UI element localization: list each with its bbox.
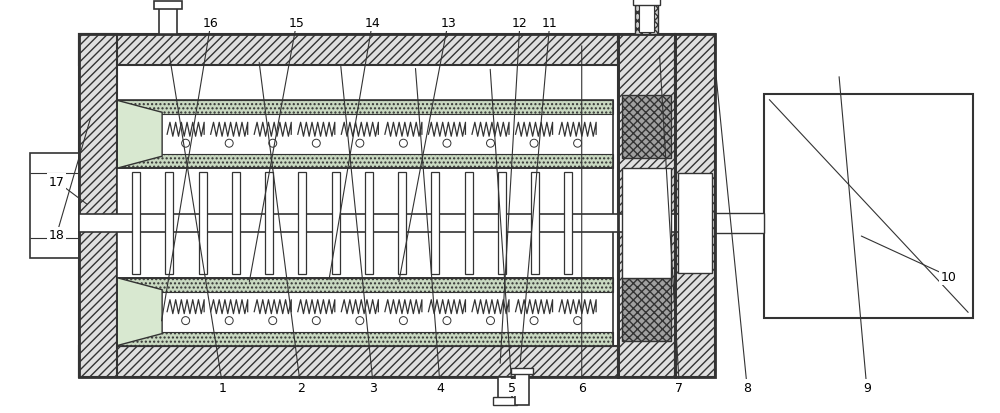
Bar [639,5,654,33]
Bar [493,397,517,405]
Bar [159,7,177,35]
Bar [618,35,675,377]
Text: 2: 2 [297,381,305,394]
Text: 17: 17 [49,176,64,188]
Text: 12: 12 [512,17,528,30]
Bar [365,173,373,274]
Bar [132,173,140,274]
Polygon shape [117,278,162,346]
Circle shape [269,140,277,148]
Circle shape [487,317,494,325]
Bar [675,35,715,377]
Bar [298,173,306,274]
Circle shape [182,140,190,148]
Bar [618,35,675,377]
Text: 14: 14 [365,17,380,30]
Bar [199,173,207,274]
Bar [232,173,240,274]
Circle shape [574,317,582,325]
Circle shape [399,317,407,325]
Circle shape [225,140,233,148]
Bar [764,95,973,318]
Circle shape [312,317,320,325]
Circle shape [182,317,190,325]
Bar [678,174,712,273]
Bar [498,377,512,405]
Bar [154,2,182,9]
Bar [79,35,618,377]
Circle shape [487,140,494,148]
Circle shape [399,140,407,148]
Bar [117,278,613,292]
Bar [511,368,533,375]
Bar [622,96,671,159]
Text: 9: 9 [863,381,871,394]
Circle shape [225,317,233,325]
Bar [79,35,618,66]
Text: 11: 11 [542,17,558,30]
Bar [531,173,539,274]
Circle shape [269,317,277,325]
Circle shape [530,317,538,325]
Bar [622,278,671,341]
Bar [265,173,273,274]
Circle shape [530,140,538,148]
Bar [165,173,173,274]
Bar [622,169,671,278]
Bar [79,214,697,233]
Text: 5: 5 [508,381,516,394]
Circle shape [574,140,582,148]
Text: 8: 8 [743,381,751,394]
Circle shape [443,140,451,148]
Text: 4: 4 [436,381,444,394]
Bar [515,373,529,405]
Bar [117,66,618,346]
Bar [117,101,613,115]
Bar [117,332,613,346]
Bar [498,173,506,274]
Bar [117,101,613,169]
Text: 16: 16 [203,17,219,30]
Bar [117,155,613,169]
Text: 6: 6 [578,381,586,394]
Text: 1: 1 [219,381,227,394]
Polygon shape [117,101,162,169]
Bar [117,169,613,278]
Bar [715,214,764,233]
Bar [398,173,406,274]
Bar [635,2,658,35]
Bar [117,278,613,346]
Bar [332,173,340,274]
Bar [465,173,473,274]
Bar [675,35,715,377]
Bar [633,0,660,6]
Bar [30,154,79,258]
Circle shape [356,317,364,325]
Bar [564,173,572,274]
Text: 15: 15 [289,17,305,30]
Circle shape [443,317,451,325]
Text: 18: 18 [49,229,64,242]
Text: 13: 13 [440,17,456,30]
Text: 3: 3 [369,381,377,394]
Bar [79,346,618,377]
Text: 7: 7 [675,381,683,394]
Circle shape [356,140,364,148]
Text: 10: 10 [941,270,956,283]
Circle shape [312,140,320,148]
Bar [431,173,439,274]
Bar [79,35,117,377]
